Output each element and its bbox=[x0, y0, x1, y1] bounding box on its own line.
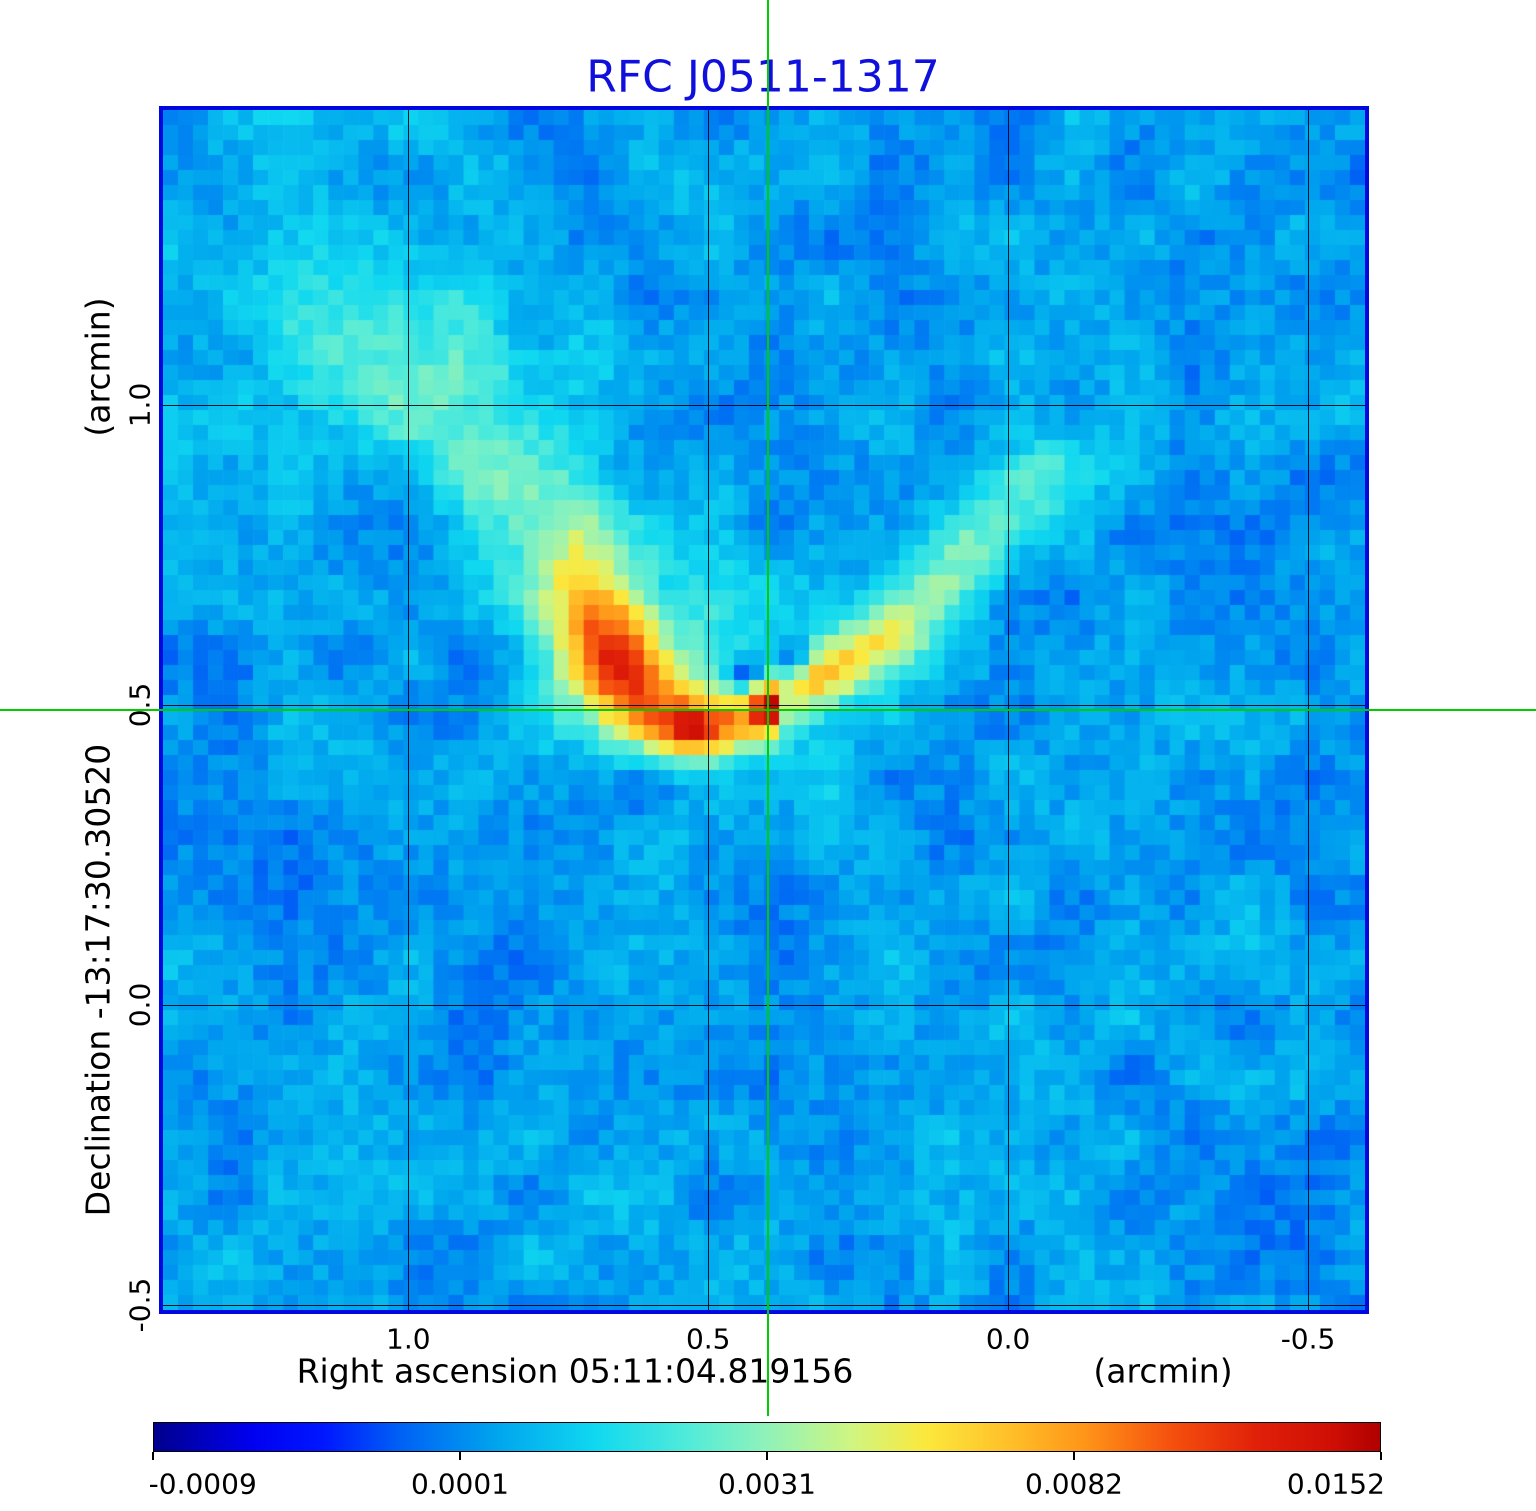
figure-title: RFC J0511-1317 bbox=[586, 51, 940, 103]
y-tick-label-0.5: 0.5 bbox=[123, 682, 157, 728]
gridline-dec-0.5 bbox=[163, 705, 1365, 707]
gridline-dec--0.5 bbox=[163, 1305, 1365, 1307]
x-axis-caption: Right ascension 05:11:04.819156 bbox=[296, 1351, 854, 1391]
x-tick-label-0.5: 0.5 bbox=[685, 1322, 731, 1356]
colorbar-tick-label-3: 0.0082 bbox=[1025, 1467, 1123, 1501]
colorbar-tick-4 bbox=[1380, 1452, 1382, 1460]
y-tick-label--0.5: -0.5 bbox=[123, 1277, 157, 1333]
colorbar-tick-label-0: -0.0009 bbox=[148, 1467, 257, 1501]
x-tick-label--0.5: -0.5 bbox=[1280, 1322, 1336, 1356]
x-tick-label-1.0: 1.0 bbox=[386, 1322, 431, 1356]
colorbar-tick-label-1: 0.0001 bbox=[411, 1467, 509, 1501]
y-axis-unit-label: (arcmin) bbox=[78, 297, 118, 437]
colorbar-tick-2 bbox=[766, 1452, 768, 1460]
colorbar-tick-1 bbox=[459, 1452, 461, 1460]
crosshair-horizontal-line bbox=[0, 709, 1536, 711]
colorbar-tick-label-2: 0.0031 bbox=[718, 1467, 816, 1501]
x-tick-label-0.0: 0.0 bbox=[985, 1322, 1031, 1356]
gridline-dec-1.0 bbox=[163, 405, 1365, 407]
colorbar bbox=[153, 1422, 1381, 1452]
colorbar-tick-label-4: 0.0152 bbox=[1286, 1467, 1385, 1501]
colorbar-tick-0 bbox=[152, 1452, 154, 1460]
gridline-dec-0.0 bbox=[163, 1005, 1365, 1007]
crosshair-vertical-line bbox=[766, 0, 769, 1416]
y-axis-caption: Declination -13:17:30.30520 bbox=[78, 743, 118, 1217]
y-tick-label-0.0: 0.0 bbox=[123, 982, 157, 1028]
x-axis-unit-label: (arcmin) bbox=[1093, 1351, 1233, 1391]
y-tick-label-1.0: 1.0 bbox=[123, 382, 157, 428]
colorbar-tick-3 bbox=[1073, 1452, 1075, 1460]
